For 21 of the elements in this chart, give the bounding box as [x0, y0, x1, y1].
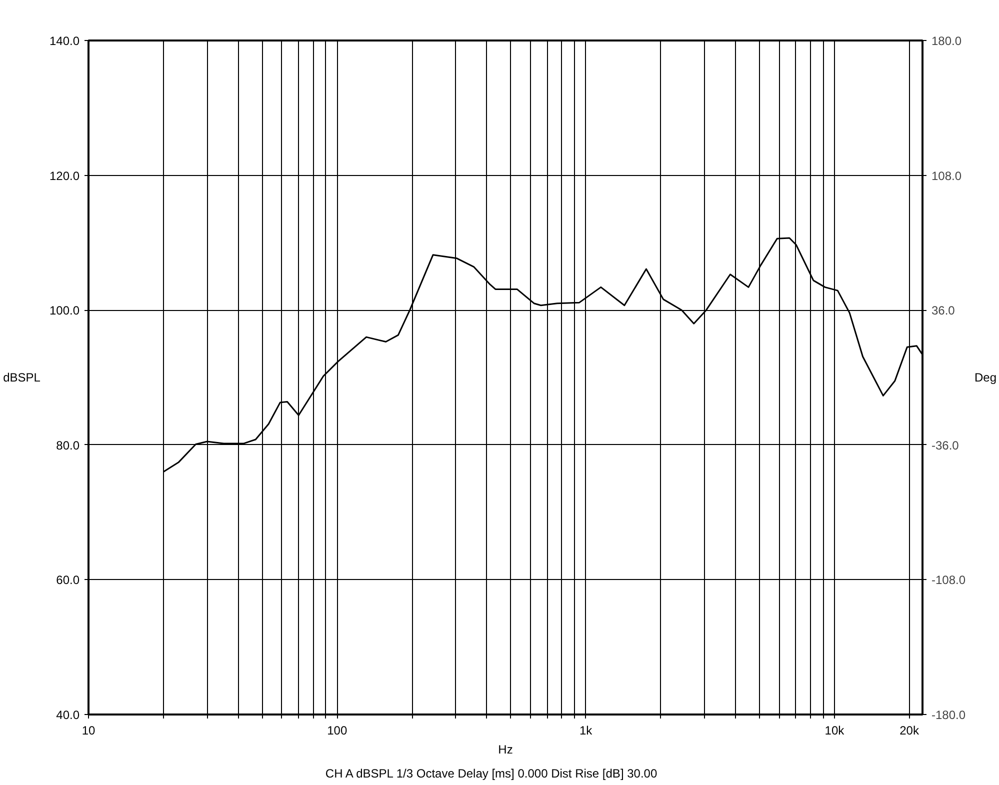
- y2-tick-label: 108.0: [932, 168, 962, 183]
- y-tick-label: 120.0: [49, 168, 80, 183]
- y2-tick-label: 180.0: [932, 34, 962, 48]
- x-tick-label: 100: [327, 724, 348, 738]
- y-tick-label: 60.0: [56, 573, 80, 588]
- x-axis-title: Hz: [498, 742, 513, 756]
- y-axis-title: dBSPL: [3, 370, 41, 384]
- y-tick-label: 100.0: [49, 304, 80, 318]
- text: CH A dBSPL 1/3 Octave Delay [ms] 0.000 Dist Rise [dB] 30.00: [325, 766, 658, 780]
- y2-tick-label: 36.0: [932, 304, 956, 318]
- x-tick-label: 1k: [579, 724, 594, 738]
- y-tick-label: 140.0: [49, 34, 80, 48]
- x-tick-label: 20k: [900, 724, 920, 738]
- x-tick-label: 10: [82, 724, 96, 738]
- x-tick-label: 10k: [824, 724, 846, 738]
- y2-tick-label: -36.0: [932, 438, 960, 452]
- y-tick-label: 80.0: [56, 438, 80, 452]
- y2-tick-label: -180.0: [932, 708, 966, 722]
- y-tick-label: 40.0: [56, 708, 80, 722]
- y2-axis-title: Deg: [974, 370, 997, 384]
- y2-tick-label: -108.0: [932, 573, 966, 588]
